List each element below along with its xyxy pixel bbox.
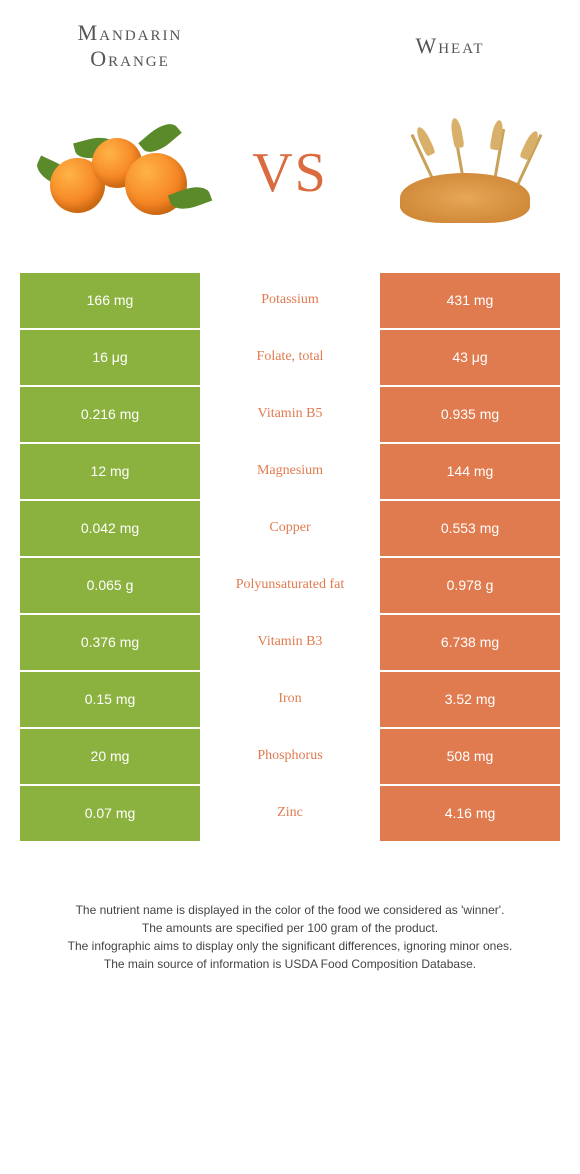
nutrient-name: Phosphorus (200, 729, 380, 784)
nutrient-right-value: 3.52 mg (380, 672, 560, 727)
footer-line: The main source of information is USDA F… (40, 955, 540, 973)
nutrient-name: Copper (200, 501, 380, 556)
nutrient-table: 166 mgPotassium431 mg16 μgFolate, total4… (20, 273, 560, 841)
footer-line: The infographic aims to display only the… (40, 937, 540, 955)
nutrient-left-value: 16 μg (20, 330, 200, 385)
nutrient-name: Vitamin B3 (200, 615, 380, 670)
table-row: 12 mgMagnesium144 mg (20, 444, 560, 499)
nutrient-right-value: 144 mg (380, 444, 560, 499)
nutrient-left-value: 0.07 mg (20, 786, 200, 841)
nutrient-name: Polyunsaturated fat (200, 558, 380, 613)
footer-line: The nutrient name is displayed in the co… (40, 901, 540, 919)
nutrient-left-value: 166 mg (20, 273, 200, 328)
food-right-line1: Wheat (360, 33, 540, 59)
nutrient-name: Iron (200, 672, 380, 727)
nutrient-right-value: 508 mg (380, 729, 560, 784)
table-row: 0.042 mgCopper0.553 mg (20, 501, 560, 556)
wheat-illustration (380, 113, 550, 233)
nutrient-right-value: 6.738 mg (380, 615, 560, 670)
nutrient-left-value: 0.15 mg (20, 672, 200, 727)
nutrient-left-value: 0.065 g (20, 558, 200, 613)
food-title-right: Wheat (360, 33, 540, 59)
nutrient-right-value: 0.935 mg (380, 387, 560, 442)
table-row: 20 mgPhosphorus508 mg (20, 729, 560, 784)
nutrient-name: Potassium (200, 273, 380, 328)
nutrient-left-value: 12 mg (20, 444, 200, 499)
nutrient-name: Magnesium (200, 444, 380, 499)
nutrient-name: Zinc (200, 786, 380, 841)
nutrient-right-value: 4.16 mg (380, 786, 560, 841)
table-row: 0.07 mgZinc4.16 mg (20, 786, 560, 841)
table-row: 16 μgFolate, total43 μg (20, 330, 560, 385)
nutrient-right-value: 431 mg (380, 273, 560, 328)
nutrient-name: Folate, total (200, 330, 380, 385)
table-row: 0.376 mgVitamin B36.738 mg (20, 615, 560, 670)
nutrient-name: Vitamin B5 (200, 387, 380, 442)
table-row: 166 mgPotassium431 mg (20, 273, 560, 328)
table-row: 0.065 gPolyunsaturated fat0.978 g (20, 558, 560, 613)
footer-line: The amounts are specified per 100 gram o… (40, 919, 540, 937)
nutrient-left-value: 20 mg (20, 729, 200, 784)
mandarin-illustration (30, 113, 200, 233)
nutrient-left-value: 0.216 mg (20, 387, 200, 442)
nutrient-right-value: 43 μg (380, 330, 560, 385)
nutrient-left-value: 0.376 mg (20, 615, 200, 670)
food-left-line2: Orange (40, 46, 220, 72)
vs-label: VS (252, 141, 328, 205)
nutrient-left-value: 0.042 mg (20, 501, 200, 556)
food-title-left: Mandarin Orange (40, 20, 220, 73)
vs-row: VS (0, 83, 580, 273)
footer-notes: The nutrient name is displayed in the co… (40, 901, 540, 973)
nutrient-right-value: 0.553 mg (380, 501, 560, 556)
nutrient-right-value: 0.978 g (380, 558, 560, 613)
table-row: 0.216 mgVitamin B50.935 mg (20, 387, 560, 442)
food-left-line1: Mandarin (40, 20, 220, 46)
table-row: 0.15 mgIron3.52 mg (20, 672, 560, 727)
